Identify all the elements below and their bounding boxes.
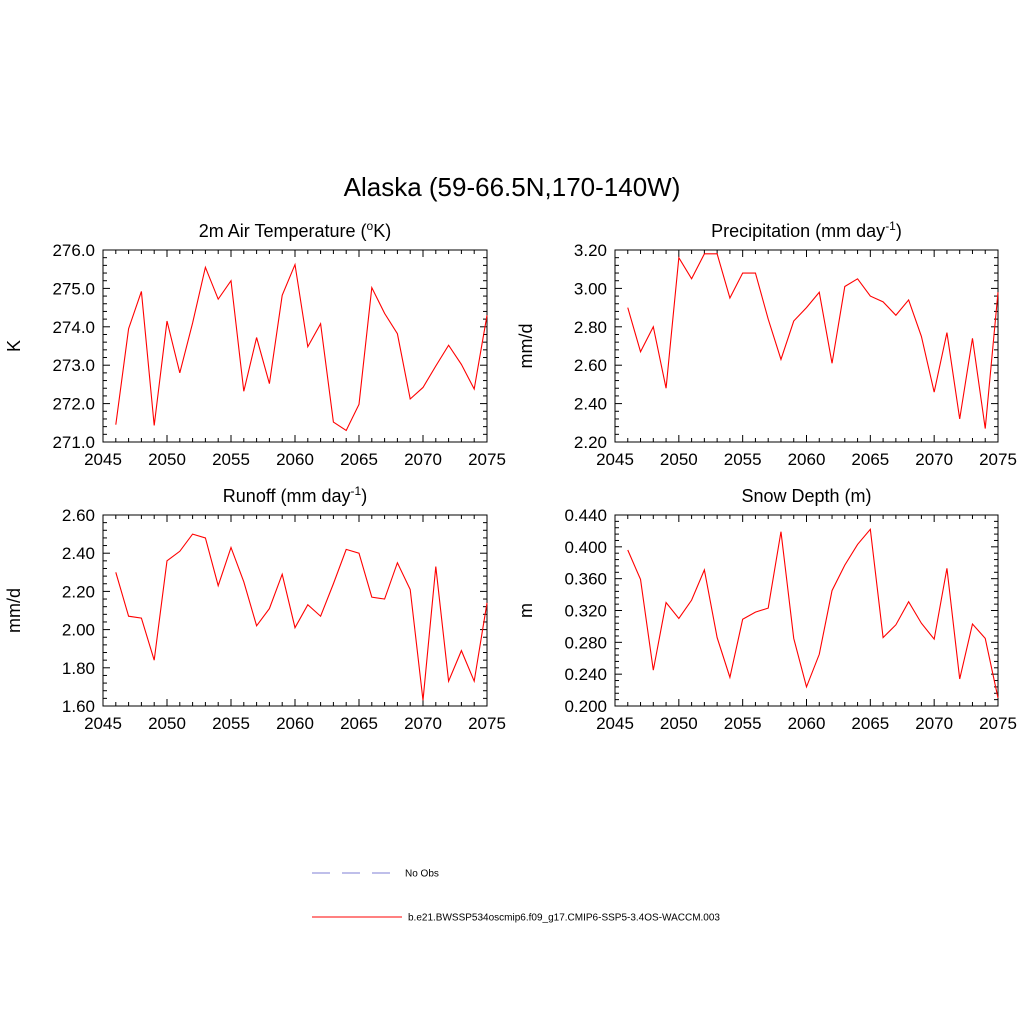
legend: No Obs b.e21.BWSSP534oscmip6.f09_g17.CMI… [312, 869, 720, 924]
x-tick-label: 2065 [851, 450, 889, 469]
plot-frame [102, 249, 488, 443]
x-tick-label: 2050 [660, 450, 698, 469]
y-tick-label: 271.0 [52, 433, 95, 452]
y-tick-label: 2.40 [574, 395, 607, 414]
series-line [115, 533, 488, 701]
series-line [115, 262, 488, 432]
x-tick-label: 2045 [84, 714, 122, 733]
series-line [627, 253, 999, 429]
panel-snow-depth: 2045 2050 2055 2060 2065 2070 2075 0.200 0.240 0.… [516, 486, 1017, 733]
x-tick-label: 2075 [979, 714, 1017, 733]
panels: 2045 2050 2055 2060 2065 2070 2075 271.0 272.0 27… [4, 219, 1017, 733]
y-tick-label: 0.440 [564, 506, 607, 525]
x-tick-label: 2060 [276, 450, 314, 469]
y-tick-label: 1.60 [62, 697, 95, 716]
x-tick-label: 2065 [851, 714, 889, 733]
x-tick-label: 2050 [660, 714, 698, 733]
y-tick-label: 2.20 [62, 582, 95, 601]
x-tick-label: 2055 [724, 450, 762, 469]
y-tick-label: 274.0 [52, 318, 95, 337]
legend-label-obs: No Obs [405, 869, 439, 880]
panel-title: 2m Air Temperature (oK) [199, 219, 391, 241]
y-tick-label: 273.0 [52, 356, 95, 375]
y-tick-label: 275.0 [52, 279, 95, 298]
y-tick-label: 2.40 [62, 544, 95, 563]
x-tick-label: 2045 [596, 714, 634, 733]
x-tick-label: 2065 [340, 450, 378, 469]
x-tick-label: 2045 [596, 450, 634, 469]
y-tick-label: 276.0 [52, 241, 95, 260]
x-tick-label: 2060 [788, 450, 826, 469]
panel-precipitation: 2045 2050 2055 2060 2065 2070 2075 2.20 2.40 2.60… [516, 219, 1017, 469]
y-tick-label: 2.60 [62, 506, 95, 525]
y-tick-label: 272.0 [52, 395, 95, 414]
x-tick-label: 2060 [788, 714, 826, 733]
y-tick-label: 3.20 [574, 241, 607, 260]
x-tick-label: 2075 [468, 450, 506, 469]
x-tick-label: 2070 [915, 450, 953, 469]
y-axis-label: K [4, 340, 24, 352]
x-tick-label: 2050 [148, 714, 186, 733]
y-tick-label: 2.00 [62, 621, 95, 640]
y-tick-label: 0.200 [564, 697, 607, 716]
y-tick-label: 0.360 [564, 570, 607, 589]
x-tick-label: 2065 [340, 714, 378, 733]
y-tick-label: 0.280 [564, 633, 607, 652]
x-tick-label: 2060 [276, 714, 314, 733]
x-tick-label: 2055 [724, 714, 762, 733]
x-tick-label: 2055 [212, 714, 250, 733]
y-axis-label: m [516, 603, 536, 618]
legend-label-model: b.e21.BWSSP534oscmip6.f09_g17.CMIP6-SSP5… [408, 913, 720, 924]
figure-title: Alaska (59-66.5N,170-140W) [344, 172, 681, 202]
y-tick-label: 2.20 [574, 433, 607, 452]
y-tick-label: 2.80 [574, 318, 607, 337]
y-tick-label: 0.400 [564, 538, 607, 557]
y-axis-label: mm/d [4, 588, 24, 633]
plot-frame [614, 249, 999, 443]
x-tick-label: 2045 [84, 450, 122, 469]
x-tick-label: 2055 [212, 450, 250, 469]
series-line [627, 528, 999, 699]
x-tick-label: 2075 [468, 714, 506, 733]
panel-title: Runoff (mm day-1) [223, 484, 367, 506]
panel-title: Precipitation (mm day-1) [711, 219, 902, 241]
x-tick-label: 2070 [404, 450, 442, 469]
y-tick-label: 2.60 [574, 356, 607, 375]
y-tick-label: 0.320 [564, 602, 607, 621]
x-tick-label: 2070 [404, 714, 442, 733]
x-tick-label: 2075 [979, 450, 1017, 469]
y-axis-label: mm/d [516, 324, 536, 369]
panel-runoff: 2045 2050 2055 2060 2065 2070 2075 1.60 1.80 2.00… [4, 484, 506, 733]
y-tick-label: 1.80 [62, 659, 95, 678]
x-tick-label: 2070 [915, 714, 953, 733]
y-tick-label: 3.00 [574, 279, 607, 298]
y-tick-label: 0.240 [564, 665, 607, 684]
panel-temperature: 2045 2050 2055 2060 2065 2070 2075 271.0 272.0 27… [4, 219, 506, 469]
x-tick-label: 2050 [148, 450, 186, 469]
panel-title: Snow Depth (m) [741, 486, 871, 506]
